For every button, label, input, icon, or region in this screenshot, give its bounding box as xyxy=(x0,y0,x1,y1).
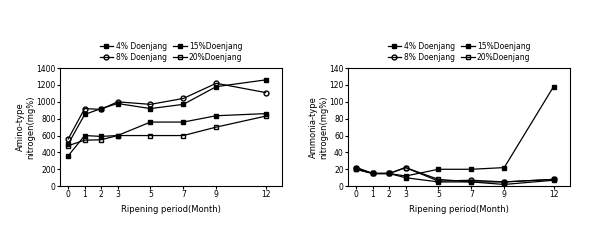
X-axis label: Ripening period(Month): Ripening period(Month) xyxy=(409,205,509,214)
Legend: 4% Doenjang, 8% Doenjang, 15%Doenjang, 20%Doenjang: 4% Doenjang, 8% Doenjang, 15%Doenjang, 2… xyxy=(388,42,530,62)
Y-axis label: Ammonia-type
nitrogen(mg%): Ammonia-type nitrogen(mg%) xyxy=(308,95,328,159)
Y-axis label: Amino-type
nitrogen(mg%): Amino-type nitrogen(mg%) xyxy=(16,95,35,159)
Legend: 4% Doenjang, 8% Doenjang, 15%Doenjang, 20%Doenjang: 4% Doenjang, 8% Doenjang, 15%Doenjang, 2… xyxy=(100,42,242,62)
X-axis label: Ripening period(Month): Ripening period(Month) xyxy=(121,205,221,214)
